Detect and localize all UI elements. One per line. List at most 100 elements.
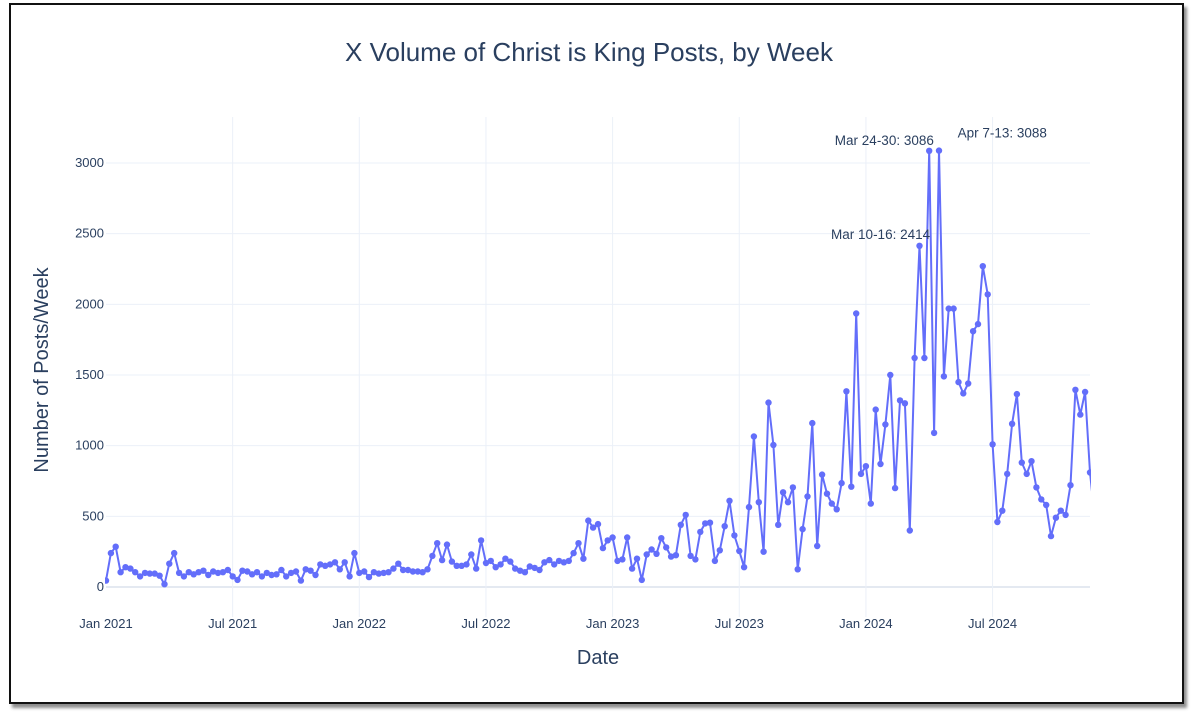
data-point[interactable]	[370, 569, 378, 576]
data-point[interactable]	[127, 565, 134, 572]
data-point[interactable]	[580, 555, 587, 562]
data-point[interactable]	[326, 561, 334, 568]
data-point[interactable]	[512, 565, 519, 572]
data-point[interactable]	[292, 568, 300, 575]
data-point[interactable]	[103, 577, 110, 584]
data-point[interactable]	[419, 569, 426, 576]
data-point[interactable]	[814, 542, 821, 550]
data-point[interactable]	[331, 559, 339, 566]
data-point[interactable]	[273, 571, 280, 578]
data-point[interactable]	[706, 519, 714, 526]
data-point[interactable]	[979, 263, 986, 270]
data-point[interactable]	[697, 528, 704, 536]
data-point[interactable]	[399, 566, 407, 574]
data-point[interactable]	[867, 500, 874, 507]
data-point[interactable]	[853, 310, 860, 317]
data-point[interactable]	[916, 242, 923, 249]
data-point[interactable]	[551, 561, 558, 568]
data-point[interactable]	[112, 543, 119, 550]
data-point[interactable]	[872, 406, 879, 413]
data-point[interactable]	[906, 527, 913, 534]
data-point[interactable]	[804, 493, 811, 500]
data-point[interactable]	[205, 571, 212, 579]
data-point[interactable]	[755, 499, 762, 506]
data-point[interactable]	[750, 433, 758, 440]
data-point[interactable]	[175, 569, 183, 577]
data-point[interactable]	[448, 558, 456, 565]
data-point[interactable]	[297, 577, 305, 584]
data-point[interactable]	[477, 537, 485, 544]
data-point[interactable]	[443, 541, 451, 548]
data-point[interactable]	[516, 567, 524, 574]
data-point[interactable]	[585, 517, 592, 524]
data-point[interactable]	[589, 524, 597, 531]
data-point[interactable]	[828, 500, 835, 507]
data-point[interactable]	[653, 550, 660, 557]
data-point[interactable]	[200, 567, 207, 574]
data-point[interactable]	[760, 548, 767, 555]
data-point[interactable]	[935, 147, 943, 154]
data-point[interactable]	[716, 547, 723, 554]
data-point[interactable]	[171, 549, 178, 557]
data-point[interactable]	[521, 569, 529, 576]
data-point[interactable]	[380, 569, 387, 577]
data-point[interactable]	[190, 571, 197, 578]
data-point[interactable]	[482, 559, 490, 567]
data-point[interactable]	[453, 562, 460, 569]
data-point[interactable]	[244, 568, 251, 575]
data-point[interactable]	[594, 520, 602, 528]
data-point[interactable]	[663, 544, 670, 551]
data-point[interactable]	[638, 576, 645, 584]
data-point[interactable]	[239, 567, 246, 574]
data-point[interactable]	[1043, 501, 1050, 509]
data-point[interactable]	[283, 573, 290, 580]
data-point[interactable]	[185, 569, 192, 576]
data-point[interactable]	[180, 573, 188, 580]
data-point[interactable]	[122, 564, 129, 571]
data-point[interactable]	[779, 489, 787, 496]
data-point[interactable]	[497, 561, 504, 568]
data-point[interactable]	[731, 532, 738, 539]
data-point[interactable]	[1067, 482, 1074, 489]
data-point[interactable]	[1092, 516, 1098, 522]
data-point[interactable]	[136, 573, 144, 580]
data-point[interactable]	[911, 354, 918, 362]
data-point[interactable]	[794, 566, 801, 573]
data-point[interactable]	[1028, 458, 1035, 465]
data-point[interactable]	[1052, 514, 1060, 521]
data-point[interactable]	[1018, 459, 1025, 466]
data-point[interactable]	[526, 563, 533, 570]
data-point[interactable]	[1013, 390, 1021, 398]
data-point[interactable]	[823, 490, 831, 497]
data-point[interactable]	[955, 378, 962, 386]
data-point[interactable]	[307, 567, 314, 574]
data-point[interactable]	[536, 566, 543, 574]
data-point[interactable]	[614, 557, 621, 565]
data-point[interactable]	[268, 571, 275, 579]
data-point[interactable]	[843, 388, 850, 395]
data-point[interactable]	[473, 565, 480, 572]
data-point[interactable]	[1047, 532, 1055, 540]
data-point[interactable]	[765, 399, 772, 406]
data-point[interactable]	[336, 566, 343, 573]
data-point[interactable]	[775, 521, 782, 528]
data-point[interactable]	[960, 390, 967, 397]
data-point[interactable]	[312, 571, 319, 579]
data-point[interactable]	[385, 569, 392, 576]
data-point[interactable]	[570, 549, 577, 557]
data-point[interactable]	[429, 552, 436, 560]
data-point[interactable]	[848, 483, 855, 490]
data-point[interactable]	[624, 534, 631, 541]
data-point[interactable]	[945, 305, 952, 312]
data-point[interactable]	[541, 559, 548, 566]
data-point[interactable]	[263, 569, 270, 577]
data-point[interactable]	[989, 441, 996, 448]
data-point[interactable]	[1033, 484, 1040, 491]
data-point[interactable]	[278, 566, 285, 574]
data-point[interactable]	[965, 380, 972, 387]
data-point[interactable]	[156, 572, 163, 579]
data-point[interactable]	[926, 147, 933, 154]
data-point[interactable]	[950, 305, 957, 312]
data-point[interactable]	[891, 484, 899, 492]
data-point[interactable]	[219, 569, 227, 576]
